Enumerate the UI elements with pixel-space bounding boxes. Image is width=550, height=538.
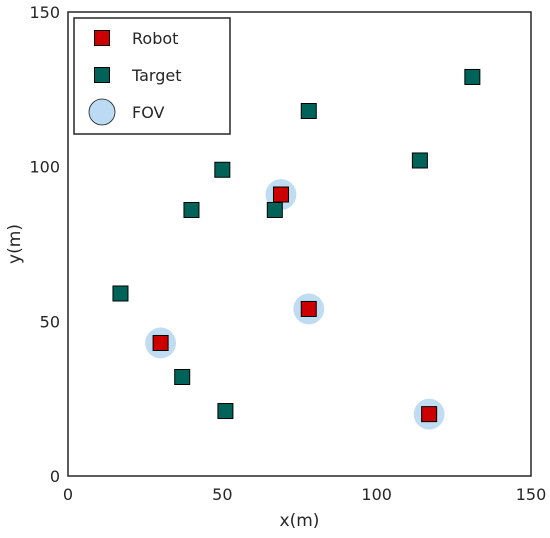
legend-label-robot: Robot [132,29,178,48]
y-tick-label-100: 100 [29,158,60,177]
y-tick-label-150: 150 [29,3,60,22]
target-layer [112,68,481,420]
target-marker-9 [464,68,481,85]
target-marker-7 [300,102,317,119]
y-tick-label-0: 0 [50,467,60,486]
legend-items: Robot Target FOV [88,29,182,126]
x-tick-label-50: 50 [212,485,232,504]
y-tick-label-50: 50 [40,312,60,331]
y-tick-labels: 0 50 100 150 [29,3,60,486]
x-tick-label-150: 150 [516,485,547,504]
x-tick-label-100: 100 [361,485,392,504]
robot-marker-1 [152,334,169,351]
legend-marker-target [94,67,110,83]
robot-marker-3 [300,300,317,317]
legend-label-fov: FOV [132,103,165,122]
target-marker-8 [411,152,428,169]
x-axis-label: x(m) [280,511,320,531]
legend-marker-fov [88,98,116,126]
legend-marker-robot [94,30,110,46]
target-marker-1 [112,285,129,302]
target-marker-2 [174,369,191,386]
y-axis-label: y(m) [5,224,25,264]
x-tick-label-0: 0 [63,485,73,504]
x-tick-labels: 0 50 100 150 [63,485,546,504]
legend-label-target: Target [131,66,182,85]
robot-marker-2 [272,186,289,203]
legend: Robot Target FOV [73,17,231,135]
robot-marker-4 [421,406,438,423]
plot-frame [67,11,532,477]
target-marker-3 [183,201,200,218]
target-marker-6 [266,201,283,218]
target-marker-5 [217,403,234,420]
robot-layer [152,186,438,423]
target-marker-4 [214,161,231,178]
